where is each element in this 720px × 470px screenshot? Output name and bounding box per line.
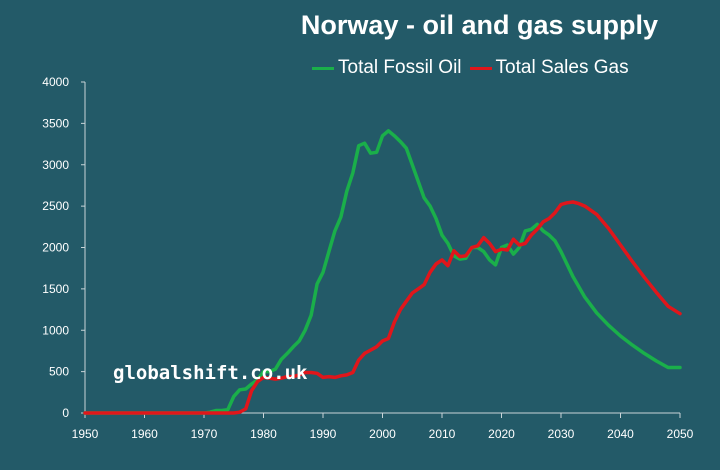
x-tick-label: 1990 — [310, 427, 337, 441]
legend-swatch-oil — [312, 66, 334, 70]
legend-label-oil: Total Fossil Oil — [338, 57, 462, 78]
y-tick-label: 2000 — [42, 241, 69, 255]
y-tick-label: 1500 — [42, 282, 69, 296]
legend-item-oil: Total Fossil Oil — [312, 57, 462, 79]
x-tick-label: 2020 — [488, 427, 515, 441]
legend-item-gas: Total Sales Gas — [469, 57, 629, 79]
x-tick-label: 2030 — [548, 427, 575, 441]
x-tick-label: 2050 — [667, 427, 694, 441]
y-tick-label: 3500 — [42, 116, 69, 130]
y-tick-label: 2500 — [42, 199, 69, 213]
x-tick-label: 1980 — [250, 427, 277, 441]
legend-swatch-gas — [469, 66, 492, 70]
watermark-text: globalshift.co.uk — [113, 362, 308, 384]
y-tick-label: 1000 — [42, 323, 69, 337]
x-tick-label: 1970 — [191, 427, 218, 441]
y-tick-label: 0 — [62, 406, 69, 420]
x-tick-label: 2040 — [607, 427, 634, 441]
x-tick-label: 1960 — [131, 427, 158, 441]
series-line-gas — [83, 200, 682, 415]
chart-title: Norway - oil and gas supply — [300, 10, 658, 40]
legend-label-gas: Total Sales Gas — [495, 57, 629, 78]
series-line-oil — [83, 129, 682, 415]
x-tick-label: 1950 — [72, 427, 99, 441]
y-tick-label: 500 — [49, 365, 69, 379]
x-tick-label: 2000 — [369, 427, 396, 441]
chart-legend: Total Fossil Oil Total Sales Gas — [312, 57, 629, 79]
y-tick-label: 3000 — [42, 158, 69, 172]
y-tick-label: 4000 — [42, 75, 69, 89]
x-tick-label: 2010 — [429, 427, 456, 441]
